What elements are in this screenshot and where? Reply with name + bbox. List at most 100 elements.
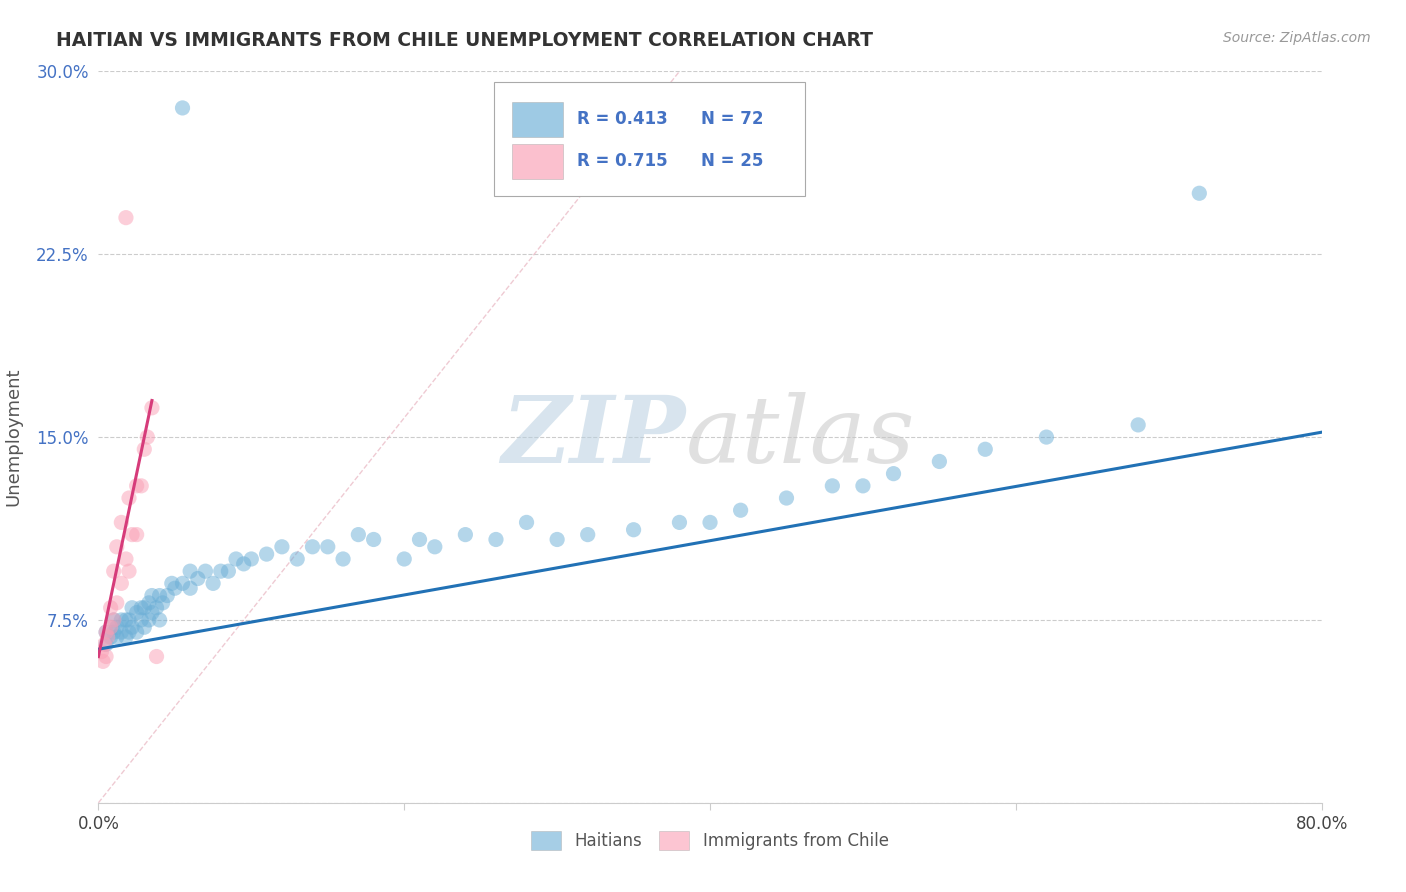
Point bbox=[94, 625, 117, 640]
FancyBboxPatch shape bbox=[494, 82, 806, 195]
Point bbox=[668, 516, 690, 530]
Point bbox=[105, 596, 128, 610]
Point bbox=[172, 576, 194, 591]
Point bbox=[141, 401, 163, 415]
Point bbox=[256, 547, 278, 561]
Point bbox=[94, 625, 117, 640]
Point bbox=[1128, 417, 1150, 432]
Point bbox=[623, 523, 645, 537]
Point bbox=[209, 564, 232, 578]
Point bbox=[110, 516, 132, 530]
Point bbox=[576, 527, 599, 541]
Point bbox=[103, 564, 125, 578]
Point bbox=[775, 491, 797, 505]
Text: R = 0.715: R = 0.715 bbox=[576, 152, 668, 169]
Point bbox=[103, 625, 125, 640]
Point bbox=[134, 600, 156, 615]
Point bbox=[115, 552, 138, 566]
Point bbox=[145, 649, 167, 664]
Point bbox=[485, 533, 508, 547]
Point bbox=[134, 442, 156, 457]
FancyBboxPatch shape bbox=[512, 144, 564, 179]
Point bbox=[94, 637, 117, 651]
Point bbox=[110, 576, 132, 591]
Legend: Haitians, Immigrants from Chile: Haitians, Immigrants from Chile bbox=[524, 824, 896, 856]
Point bbox=[110, 625, 132, 640]
Point bbox=[852, 479, 875, 493]
Point bbox=[332, 552, 354, 566]
Point bbox=[105, 540, 128, 554]
Text: N = 25: N = 25 bbox=[702, 152, 763, 169]
Point bbox=[145, 600, 167, 615]
Point bbox=[152, 596, 174, 610]
Point bbox=[141, 606, 163, 620]
Point bbox=[225, 552, 247, 566]
Point bbox=[179, 564, 201, 578]
Text: HAITIAN VS IMMIGRANTS FROM CHILE UNEMPLOYMENT CORRELATION CHART: HAITIAN VS IMMIGRANTS FROM CHILE UNEMPLO… bbox=[56, 31, 873, 50]
Point bbox=[100, 620, 122, 634]
Point bbox=[699, 516, 721, 530]
Point bbox=[149, 613, 172, 627]
Point bbox=[105, 620, 128, 634]
Point bbox=[91, 654, 114, 668]
Point bbox=[187, 572, 209, 586]
Point bbox=[125, 606, 148, 620]
Point bbox=[974, 442, 997, 457]
Point bbox=[129, 600, 152, 615]
Point bbox=[125, 527, 148, 541]
Point bbox=[516, 516, 538, 530]
Text: ZIP: ZIP bbox=[502, 392, 686, 482]
Point bbox=[138, 613, 160, 627]
Text: N = 72: N = 72 bbox=[702, 110, 763, 128]
Point bbox=[408, 533, 430, 547]
Point bbox=[93, 637, 115, 651]
Point bbox=[129, 613, 152, 627]
Point bbox=[1035, 430, 1057, 444]
Point bbox=[232, 557, 254, 571]
Point bbox=[134, 620, 156, 634]
Point bbox=[138, 596, 160, 610]
Point bbox=[821, 479, 844, 493]
Point bbox=[118, 613, 141, 627]
FancyBboxPatch shape bbox=[512, 102, 564, 137]
Point bbox=[316, 540, 339, 554]
Point bbox=[103, 613, 125, 627]
Point bbox=[115, 613, 138, 627]
Point bbox=[121, 600, 143, 615]
Point bbox=[94, 649, 117, 664]
Point bbox=[454, 527, 477, 541]
Point bbox=[392, 552, 416, 566]
Point bbox=[172, 101, 194, 115]
Point bbox=[363, 533, 385, 547]
Point bbox=[136, 430, 159, 444]
Point bbox=[115, 211, 138, 225]
Point bbox=[270, 540, 292, 554]
Text: Source: ZipAtlas.com: Source: ZipAtlas.com bbox=[1223, 31, 1371, 45]
Point bbox=[115, 630, 138, 644]
Point bbox=[129, 479, 152, 493]
Point bbox=[301, 540, 323, 554]
Point bbox=[285, 552, 308, 566]
Point bbox=[97, 630, 120, 644]
Point bbox=[141, 589, 163, 603]
Point bbox=[883, 467, 905, 481]
Point bbox=[100, 600, 122, 615]
Point bbox=[163, 581, 186, 595]
Point bbox=[1188, 186, 1211, 201]
Point bbox=[125, 625, 148, 640]
Point bbox=[100, 630, 122, 644]
Point bbox=[156, 589, 179, 603]
Point bbox=[423, 540, 446, 554]
Point bbox=[160, 576, 183, 591]
Point bbox=[103, 613, 125, 627]
Point bbox=[194, 564, 217, 578]
Point bbox=[118, 491, 141, 505]
Point bbox=[121, 527, 143, 541]
Text: atlas: atlas bbox=[686, 392, 915, 482]
Point bbox=[121, 620, 143, 634]
Point bbox=[928, 454, 950, 468]
Point bbox=[546, 533, 568, 547]
Point bbox=[110, 613, 132, 627]
Point bbox=[149, 589, 172, 603]
Point bbox=[347, 527, 370, 541]
